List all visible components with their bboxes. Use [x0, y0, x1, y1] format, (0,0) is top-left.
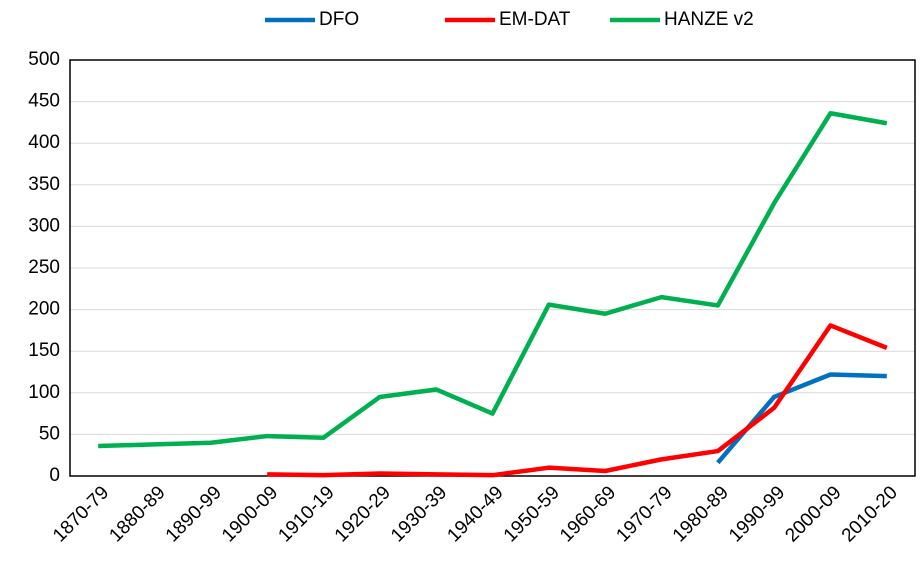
- legend-label: DFO: [319, 9, 359, 30]
- y-tick-label: 250: [28, 257, 60, 278]
- x-tick-label: 1930-39: [387, 482, 451, 546]
- y-tick-label: 50: [39, 423, 60, 444]
- y-tick-label: 100: [28, 382, 60, 403]
- y-tick-label: 0: [49, 465, 60, 486]
- x-tick-label: 1870-79: [49, 482, 113, 546]
- x-tick-label: 1890-99: [162, 482, 226, 546]
- x-tick-label: 1990-99: [725, 482, 789, 546]
- x-tick-label: 1910-19: [274, 482, 338, 546]
- x-tick-label: 2010-20: [838, 482, 902, 546]
- y-tick-label: 200: [28, 299, 60, 320]
- series-line: [98, 110, 888, 449]
- y-tick-label: 450: [28, 91, 60, 112]
- y-tick-label: 500: [28, 49, 60, 70]
- x-tick-label: 2000-09: [781, 482, 845, 546]
- legend-label: EM-DAT: [499, 9, 571, 30]
- x-tick-label: 1920-29: [331, 482, 395, 546]
- legend-label: HANZE v2: [664, 9, 754, 30]
- y-tick-label: 400: [28, 132, 60, 153]
- x-tick-label: 1950-59: [500, 482, 564, 546]
- series-line: [716, 372, 887, 465]
- x-tick-label: 1940-49: [443, 482, 507, 546]
- series-line: [267, 323, 888, 478]
- x-tick-label: 1970-79: [612, 482, 676, 546]
- y-tick-label: 150: [28, 340, 60, 361]
- x-tick-label: 1900-09: [218, 482, 282, 546]
- x-tick-label: 1960-69: [556, 482, 620, 546]
- y-tick-label: 300: [28, 215, 60, 236]
- y-tick-label: 350: [28, 174, 60, 195]
- x-tick-label: 1880-89: [105, 482, 169, 546]
- x-tick-label: 1980-89: [669, 482, 733, 546]
